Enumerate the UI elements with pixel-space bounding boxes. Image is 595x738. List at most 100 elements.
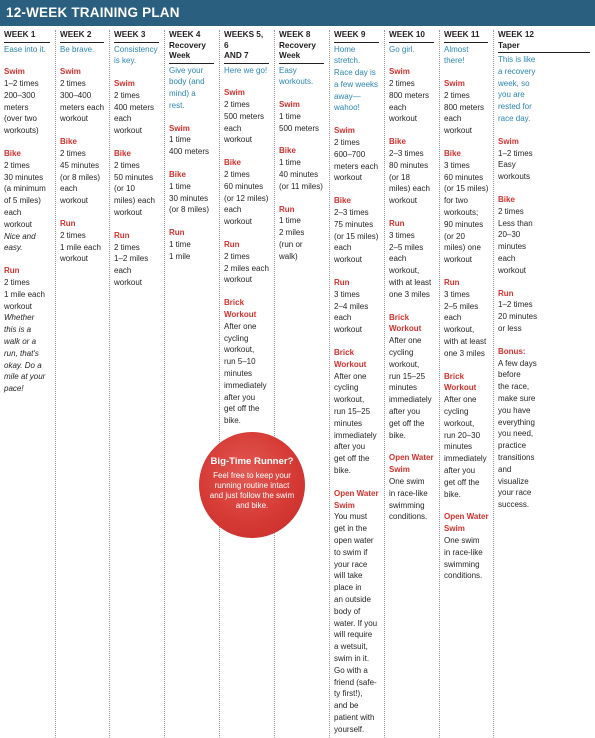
section-title: Swim: [224, 88, 245, 98]
workout-section: Run 3 times 2–5 miles each workout, with …: [389, 218, 437, 301]
week-sublabel: Taper: [498, 40, 520, 50]
week-header: WEEK 8 Recovery Week: [279, 30, 324, 64]
section-tip: Whether this is a walk or a run, that's …: [4, 313, 46, 394]
section-body: 2 times 60 minutes (or 12 miles) each wo…: [224, 170, 269, 227]
workout-section: Run 2 times 1–2 miles each workout: [114, 230, 162, 289]
workout-section: Run 2 times 1 mile each workout Whether th…: [4, 265, 53, 395]
section-title: Brick Workout: [334, 348, 367, 369]
workout-section: Open Water Swim One swim in race-like swi…: [389, 452, 437, 523]
week-note: This is like a recovery week, so you are…: [498, 55, 536, 123]
week-column: WEEK 3 Consistency is key. Swim 2 times 400…: [110, 30, 165, 738]
section-body: A few days before the race, make sure yo…: [498, 358, 537, 510]
section-title: Swim: [444, 79, 465, 89]
section-title: Swim: [114, 79, 135, 89]
workout-section: Swim 2 times 800 meters each workout: [444, 78, 491, 137]
section-title: Run: [224, 240, 240, 250]
section-body: 2 times 1 mile each workout: [4, 278, 45, 311]
section-body: 3 times 2–5 miles each workout, with at …: [389, 230, 432, 299]
week-note: Easy workouts.: [279, 65, 314, 87]
week-label: WEEKS 5, 6 AND 7: [224, 30, 264, 60]
section-body: 2 times Less than 20–30 minutes each wor…: [498, 206, 533, 275]
section-body: 2 times 400 meters each workout: [114, 90, 155, 136]
section-body: 2 times 50 minutes (or 10 miles) each wo…: [114, 160, 155, 218]
section-title: Swim: [60, 67, 81, 77]
week-header: WEEK 3: [114, 30, 159, 43]
workout-section: Run 1 time 2 miles (run or walk): [279, 204, 327, 263]
section-body: 2 times 30 minutes (a minimum of 5 miles…: [4, 160, 46, 229]
section-title: Bike: [444, 149, 461, 159]
week-note: Give your body (and mind) a rest.: [169, 65, 205, 110]
week-note: Go girl.: [389, 44, 415, 54]
week-label: WEEK 8: [279, 30, 311, 39]
section-body: 2 times 800 meters each workout: [444, 90, 485, 136]
workout-section: Swim 2 times 600–700 meters each workout: [334, 125, 382, 184]
week-note: Home stretch. Race day is a few weeks aw…: [334, 44, 379, 113]
section-title: Bike: [169, 170, 186, 180]
week-label: WEEK 1: [4, 30, 36, 39]
section-body: 1 time 30 minutes (or 8 miles): [169, 181, 210, 215]
section-title: Run: [498, 288, 514, 298]
workout-section: Run 3 times 2–4 miles each workout: [334, 277, 382, 336]
workout-section: Run 1–2 times 20 minutes or less: [498, 288, 593, 335]
section-title: Brick Workout: [224, 298, 257, 320]
workout-section: Bonus: A few days before the race, make s…: [498, 346, 593, 511]
workout-section: Bike 1 time 40 minutes (or 11 miles): [279, 145, 327, 192]
workout-section: Brick Workout After one cycling workout, …: [444, 371, 491, 501]
section-title: Run: [4, 266, 20, 276]
section-body: 3 times 60 minutes (or 15 miles) for two…: [444, 160, 489, 265]
section-body: One swim in race-like swimming condition…: [389, 477, 428, 522]
section-title: Bike: [389, 137, 406, 147]
section-title: Bike: [4, 149, 21, 159]
section-title: Bike: [498, 194, 515, 204]
big-time-runner-badge: Big-Time Runner? Feel free to keep your …: [199, 432, 305, 538]
section-body: 1 time 400 meters: [169, 135, 210, 157]
section-title: Run: [279, 204, 295, 214]
section-body: 2 times 1 mile each workout: [60, 230, 101, 264]
workout-section: Run 1 time 1 mile: [169, 227, 217, 262]
workout-section: Swim 1–2 times Easy workouts: [498, 136, 593, 183]
week-column: WEEK 12 Taper This is like a recovery week…: [494, 30, 595, 738]
section-title: Swim: [334, 126, 355, 136]
week-note: Here we go!: [224, 65, 268, 75]
section-title: Bike: [114, 149, 131, 159]
section-body: 1 time 2 miles (run or walk): [279, 216, 305, 261]
section-body: 2 times 1–2 miles each workout: [114, 242, 149, 288]
week-note: Be brave.: [60, 44, 95, 54]
section-title: Brick Workout: [389, 312, 422, 334]
workout-section: Bike 2–3 times 80 minutes (or 18 miles) e…: [389, 136, 437, 207]
workout-section: Swim 2 times 300–400 meters each workout: [60, 66, 107, 125]
section-title: Swim: [4, 67, 25, 77]
week-column: WEEK 9 Home stretch. Race day is a few we…: [330, 30, 385, 738]
workout-section: Bike 2 times 30 minutes (a minimum of 5 m…: [4, 148, 53, 254]
section-title: Run: [60, 219, 76, 229]
section-title: Bike: [334, 196, 351, 206]
section-body: 2 times 2 miles each workout: [224, 251, 269, 285]
section-tip: Nice and easy.: [4, 231, 36, 253]
workout-section: Open Water Swim One swim in race-like swi…: [444, 511, 491, 582]
week-header: WEEK 9: [334, 30, 379, 43]
week-label: WEEK 9: [334, 30, 366, 39]
week-label: WEEK 11: [444, 30, 480, 39]
section-body: One swim in race-like swimming condition…: [444, 535, 483, 581]
section-title: Swim: [279, 100, 300, 110]
section-body: 1–2 times 200–300 meters (over two worko…: [4, 79, 39, 136]
section-body: 1 time 40 minutes (or 11 miles): [279, 158, 323, 191]
week-column: WEEK 4 Recovery Week Give your body (and m…: [165, 30, 220, 738]
training-plan-table: WEEK 1 Ease into it. Swim 1–2 times 200–300…: [0, 30, 595, 738]
section-title: Swim: [169, 123, 190, 133]
page-title: 12-WEEK TRAINING PLAN: [6, 5, 180, 20]
week-header: WEEK 1: [4, 30, 50, 43]
section-title: Run: [334, 278, 350, 288]
week-column: WEEK 11 Almost there! Swim 2 times 800 mete…: [440, 30, 494, 738]
workout-section: Brick Workout After one cycling workout, …: [389, 312, 437, 442]
section-title: Open Water Swim: [444, 512, 489, 534]
section-title: Run: [389, 219, 405, 229]
workout-section: Bike 1 time 30 minutes (or 8 miles): [169, 169, 217, 216]
badge-body: Feel free to keep your running routine i…: [209, 471, 295, 510]
workout-section: Brick Workout After one cycling workout, …: [224, 297, 272, 427]
section-body: 2 times 500 meters each workout: [224, 100, 265, 145]
week-header: WEEK 11: [444, 30, 488, 43]
week-column: WEEK 8 Recovery Week Easy workouts. Swim 1 t…: [275, 30, 330, 738]
section-body: 2 times 45 minutes (or 8 miles) each wor…: [60, 149, 101, 206]
section-title: Bike: [279, 146, 296, 156]
